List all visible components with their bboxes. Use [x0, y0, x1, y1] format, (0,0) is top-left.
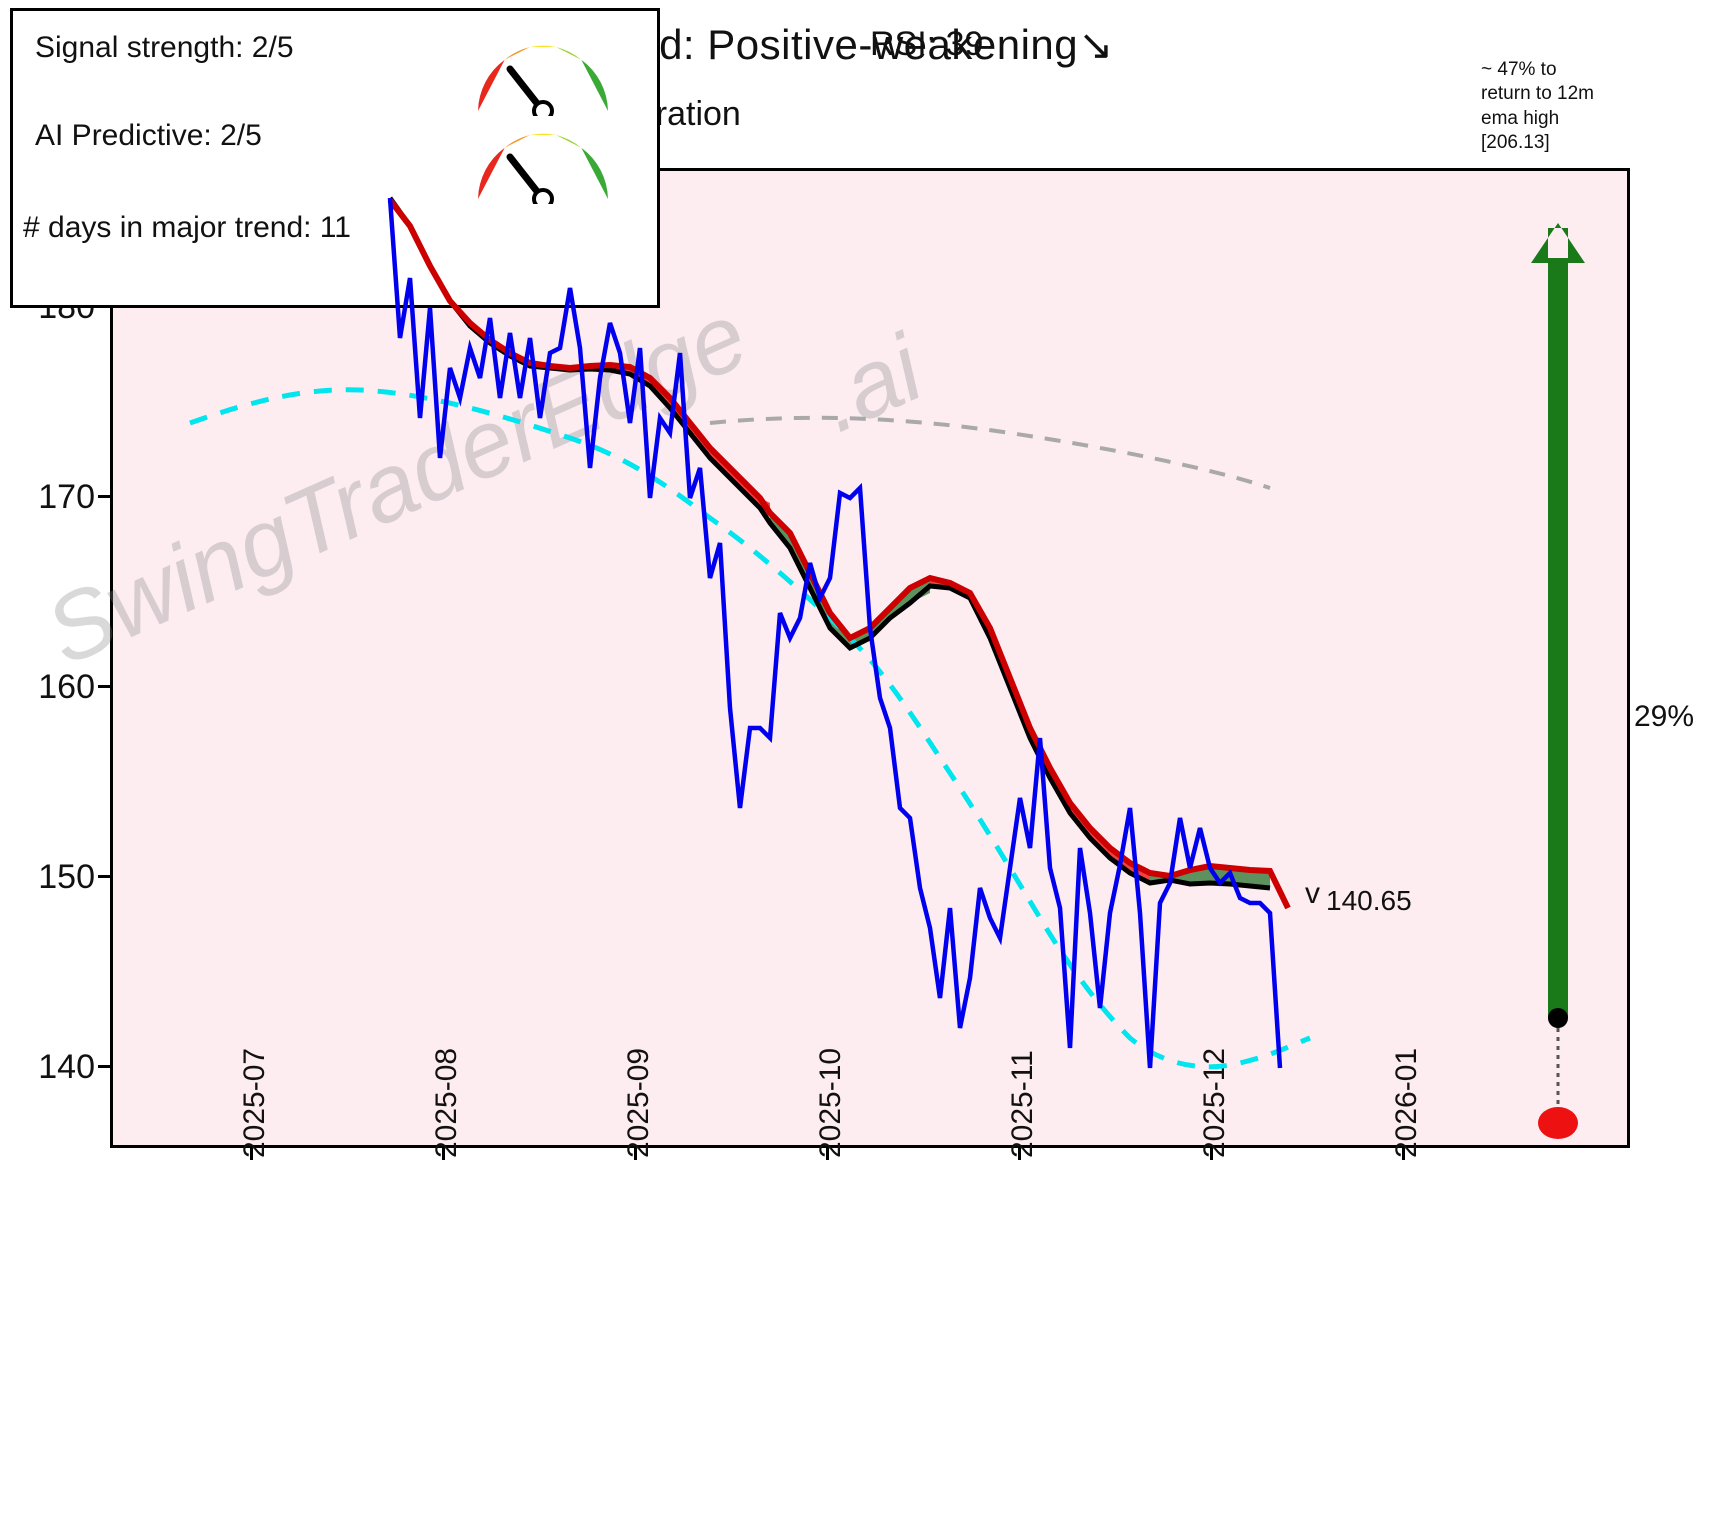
y-tick-170: 170: [10, 478, 95, 517]
lower-trend-line: [390, 198, 1270, 888]
y-tick-140: 140: [10, 1048, 95, 1087]
green-arrow-shaft: [1548, 258, 1568, 1018]
gauge-segment-orange-2: [505, 135, 530, 148]
y-tick-mark-150: [98, 875, 110, 878]
gray-dashed-ema-line: [710, 418, 1270, 488]
arrow-base-dot: [1548, 1008, 1568, 1028]
gauge-segment-yellow: [530, 46, 556, 47]
gauge-segment-lightgreen-2: [556, 135, 581, 148]
right-pct-label: 29%: [1634, 700, 1694, 734]
y-tick-mark-170: [98, 495, 110, 498]
gauge-segment-yellow-2: [530, 134, 556, 135]
y-tick-150: 150: [10, 858, 95, 897]
green-arrow-head: [1531, 223, 1585, 263]
red-dot-marker: [1538, 1107, 1578, 1139]
ema-high-annotation: ~ 47% to return to 12m ema high [206.13]: [1481, 58, 1594, 155]
gauge-segment-red: [478, 60, 505, 111]
y-tick-mark-160: [98, 685, 110, 688]
last-price-box: 140.65: [1320, 883, 1418, 919]
rsi-label: RSI: 39: [870, 25, 983, 64]
y-tick-mark-140: [98, 1065, 110, 1068]
ai-predictive-label: AI Predictive: 2/5: [35, 119, 262, 153]
red-band-fill-segment2: [930, 578, 1150, 883]
gauge-segment-lightgreen: [556, 47, 581, 60]
gauge-segment-green: [581, 60, 608, 111]
right-indicator-svg: [1490, 168, 1630, 1148]
upper-trend-line: [390, 200, 1288, 908]
price-chart-svg: v: [110, 168, 1490, 1148]
signal-strength-label: Signal strength: 2/5: [35, 31, 294, 65]
v-marker-label: v: [1305, 877, 1320, 910]
swing-trend-chart: CDW Swing Trend: Positive-weakening↘ As …: [0, 0, 1734, 1515]
gauge-needle-hub: [534, 102, 552, 116]
gauge-segment-orange: [505, 47, 530, 60]
signal-strength-gauge: [468, 36, 618, 116]
